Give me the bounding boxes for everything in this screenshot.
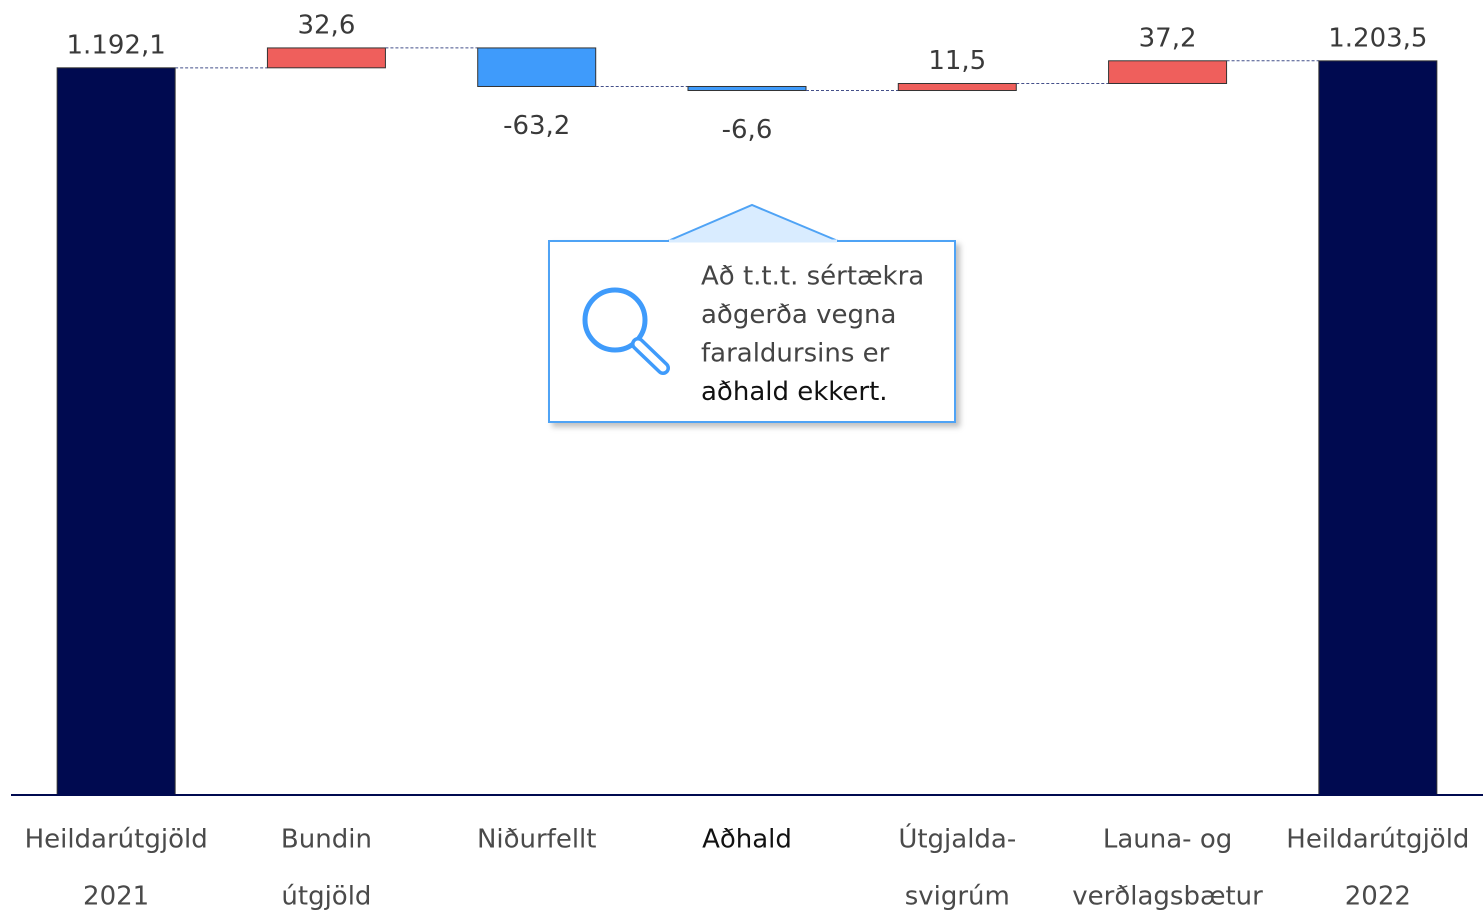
- x-tick-label: 2022: [1345, 882, 1411, 912]
- annotation-line: faraldursins er: [701, 339, 890, 369]
- x-tick-label: Aðhald: [702, 825, 792, 855]
- data-label: 1.192,1: [67, 30, 166, 60]
- x-tick-label: svigrúm: [905, 882, 1010, 912]
- callout: [548, 203, 956, 423]
- callout-pointer: [667, 203, 839, 242]
- x-tick-label: Útgjalda-: [898, 823, 1016, 855]
- data-label: -6,6: [722, 115, 773, 145]
- annotation-line: Að t.t.t. sértækra: [701, 262, 924, 292]
- x-tick-label: verðlagsbætur: [1072, 882, 1263, 912]
- annotation-line: aðgerða vegna: [701, 300, 896, 330]
- magnifier-lens: [582, 287, 648, 353]
- x-tick-label: 2021: [83, 882, 149, 912]
- magnifier-handle-inner: [634, 340, 667, 372]
- data-label: -63,2: [503, 111, 570, 141]
- data-label: 1.203,5: [1328, 23, 1427, 53]
- x-tick-label: Heildarútgjöld: [25, 825, 208, 855]
- x-tick-label: Bundin: [281, 825, 372, 855]
- bar: [687, 85, 807, 92]
- data-label: 37,2: [1139, 23, 1197, 53]
- bar: [56, 67, 176, 796]
- bar: [1108, 60, 1228, 84]
- bar: [477, 47, 597, 87]
- bar: [897, 82, 1017, 92]
- data-label: 11,5: [928, 46, 986, 76]
- bar: [266, 47, 386, 69]
- x-tick-label: Heildarútgjöld: [1286, 825, 1469, 855]
- x-tick-label: útgjöld: [281, 882, 371, 912]
- annotation-line: aðhald ekkert.: [701, 377, 888, 407]
- x-tick-label: Niðurfellt: [477, 825, 597, 855]
- bar: [1318, 60, 1438, 796]
- x-tick-label: Launa- og: [1103, 825, 1232, 855]
- callout-box: [548, 240, 956, 423]
- data-label: 32,6: [297, 10, 355, 40]
